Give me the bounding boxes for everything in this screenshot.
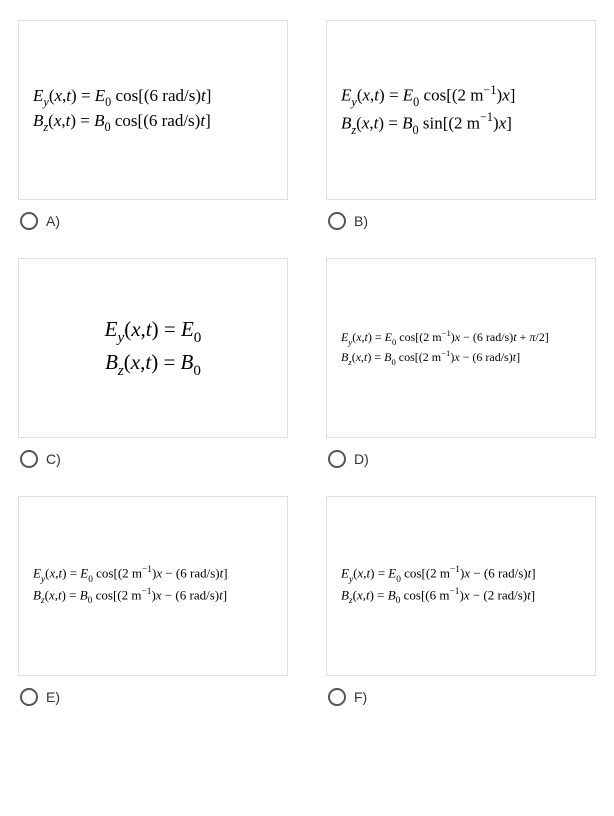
option-a: Ey(x,t) = E0 cos[(6 rad/s)t] Bz(x,t) = B…	[18, 20, 288, 230]
radio-label: C)	[46, 451, 61, 467]
eq-ey: Ey(x,t) = E0	[105, 315, 202, 348]
radio-circle-icon	[328, 212, 346, 230]
option-f-card: Ey(x,t) = E0 cos[(2 m−1)x − (6 rad/s)t] …	[326, 496, 596, 676]
radio-c[interactable]: C)	[18, 450, 288, 468]
option-c: Ey(x,t) = E0 Bz(x,t) = B0 C)	[18, 258, 288, 468]
option-f: Ey(x,t) = E0 cos[(2 m−1)x − (6 rad/s)t] …	[326, 496, 596, 706]
radio-d[interactable]: D)	[326, 450, 596, 468]
eq-bz: Bz(x,t) = B0 cos[(6 m−1)x − (2 rad/s)t]	[341, 586, 581, 608]
radio-a[interactable]: A)	[18, 212, 288, 230]
eq-bz: Bz(x,t) = B0 cos[(2 m−1)x − (6 rad/s)t]	[33, 586, 273, 608]
eq-bz: Bz(x,t) = B0	[105, 348, 201, 381]
radio-label: D)	[354, 451, 369, 467]
eq-bz: Bz(x,t) = B0 cos[(6 rad/s)t]	[33, 110, 273, 135]
radio-circle-icon	[20, 450, 38, 468]
eq-ey: Ey(x,t) = E0 cos[(2 m−1)x − (6 rad/s)t]	[33, 564, 273, 586]
options-grid: Ey(x,t) = E0 cos[(6 rad/s)t] Bz(x,t) = B…	[18, 20, 596, 706]
eq-ey: Ey(x,t) = E0 cos[(2 m−1)x − (6 rad/s)t +…	[341, 328, 581, 348]
radio-b[interactable]: B)	[326, 212, 596, 230]
eq-ey: Ey(x,t) = E0 cos[(2 m−1)x − (6 rad/s)t]	[341, 564, 581, 586]
option-c-card: Ey(x,t) = E0 Bz(x,t) = B0	[18, 258, 288, 438]
option-d-card: Ey(x,t) = E0 cos[(2 m−1)x − (6 rad/s)t +…	[326, 258, 596, 438]
radio-circle-icon	[20, 212, 38, 230]
option-a-card: Ey(x,t) = E0 cos[(6 rad/s)t] Bz(x,t) = B…	[18, 20, 288, 200]
radio-circle-icon	[20, 688, 38, 706]
radio-circle-icon	[328, 688, 346, 706]
radio-f[interactable]: F)	[326, 688, 596, 706]
option-b: Ey(x,t) = E0 cos[(2 m−1)x] Bz(x,t) = B0 …	[326, 20, 596, 230]
option-e: Ey(x,t) = E0 cos[(2 m−1)x − (6 rad/s)t] …	[18, 496, 288, 706]
radio-label: F)	[354, 689, 367, 705]
radio-circle-icon	[328, 450, 346, 468]
option-d: Ey(x,t) = E0 cos[(2 m−1)x − (6 rad/s)t +…	[326, 258, 596, 468]
eq-ey: Ey(x,t) = E0 cos[(2 m−1)x]	[341, 82, 581, 110]
radio-label: B)	[354, 213, 368, 229]
eq-bz: Bz(x,t) = B0 cos[(2 m−1)x − (6 rad/s)t]	[341, 348, 581, 368]
eq-bz: Bz(x,t) = B0 sin[(2 m−1)x]	[341, 110, 581, 138]
eq-ey: Ey(x,t) = E0 cos[(6 rad/s)t]	[33, 85, 273, 110]
radio-e[interactable]: E)	[18, 688, 288, 706]
radio-label: A)	[46, 213, 60, 229]
option-e-card: Ey(x,t) = E0 cos[(2 m−1)x − (6 rad/s)t] …	[18, 496, 288, 676]
radio-label: E)	[46, 689, 60, 705]
option-b-card: Ey(x,t) = E0 cos[(2 m−1)x] Bz(x,t) = B0 …	[326, 20, 596, 200]
